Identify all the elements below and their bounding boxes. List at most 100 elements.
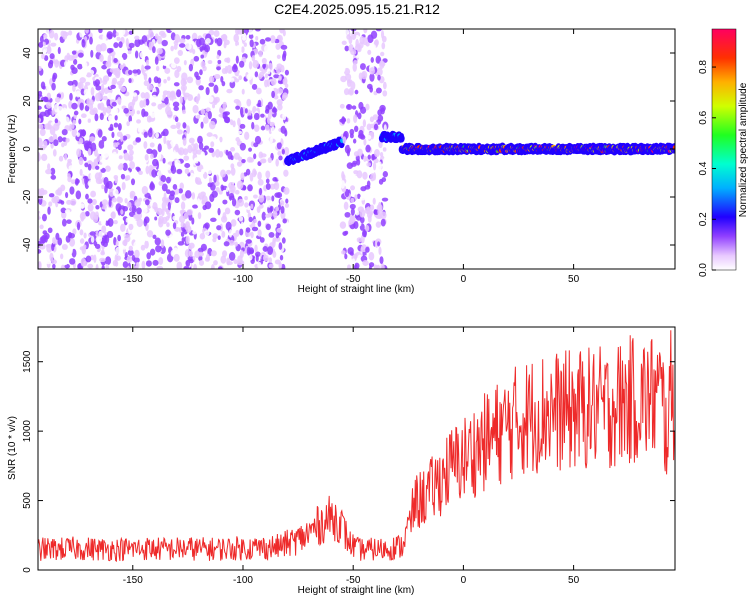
heatmap-cell [356, 170, 363, 179]
heatmap-cell [78, 118, 82, 125]
heatmap-cell [124, 170, 130, 176]
heatmap-cell [363, 29, 368, 34]
heatmap-cell [48, 215, 54, 221]
heatmap-cell [265, 178, 270, 184]
heatmap-cell [151, 169, 157, 178]
heatmap-cell [63, 116, 70, 126]
heatmap-cell [228, 181, 235, 189]
heatmap-cell [282, 111, 287, 121]
heatmap-cell [61, 128, 68, 136]
heatmap-cell [247, 109, 252, 118]
heatmap-cell [85, 72, 92, 78]
heatmap-cell [48, 193, 55, 198]
heatmap-cell [83, 232, 87, 239]
x-tick-label: -100 [233, 575, 253, 586]
heatmap-cell [154, 56, 159, 65]
heatmap-cell [270, 78, 277, 86]
heatmap-cell [68, 30, 73, 36]
heatmap-cell [47, 43, 51, 52]
heatmap-cell [152, 158, 159, 167]
heatmap-cell [245, 239, 252, 244]
heatmap-cell [257, 99, 262, 107]
heatmap-cell [205, 37, 211, 44]
heatmap-cell [89, 211, 96, 221]
heatmap-cell [50, 174, 57, 180]
colorbar-gradient [711, 28, 737, 271]
heatmap-cell [180, 231, 185, 237]
heatmap-cell [106, 31, 113, 40]
heatmap-cell [54, 32, 59, 41]
heatmap-cell [244, 139, 250, 146]
heatmap-cell [185, 42, 192, 51]
heatmap-cell [354, 194, 358, 200]
heatmap-cell [266, 68, 271, 75]
heatmap-cell [79, 29, 84, 38]
heatmap-cell [179, 38, 186, 44]
heatmap-cell [357, 112, 362, 120]
heatmap-cell [83, 68, 88, 76]
heatmap-cell [64, 153, 68, 161]
heatmap-cell [120, 223, 126, 233]
heatmap-cell [211, 264, 215, 269]
heatmap-cell [268, 231, 275, 238]
heatmap-cell [274, 236, 281, 242]
heatmap-cell [244, 195, 248, 201]
heatmap-cell [354, 125, 359, 133]
heatmap-cell [140, 177, 145, 185]
heatmap-cell [54, 103, 59, 113]
heatmap-cell [120, 173, 126, 180]
heatmap-cell [209, 136, 217, 142]
heatmap-cell [257, 244, 265, 254]
heatmap-cell [361, 72, 366, 78]
heatmap-cell [174, 197, 180, 204]
heatmap-cell [65, 137, 70, 143]
heatmap-cell [204, 44, 211, 53]
x-tick-label: 0 [461, 575, 467, 586]
heatmap-cell [126, 255, 133, 263]
heatmap-cell [126, 201, 132, 208]
heatmap-cell [216, 54, 220, 60]
heatmap-cell [96, 153, 101, 162]
heatmap-cell [100, 217, 106, 226]
y-tick-label: -20 [22, 189, 33, 204]
heatmap-cell [276, 63, 283, 69]
heatmap-cell [122, 162, 128, 171]
heatmap-cell [359, 63, 366, 70]
heatmap-cell [211, 103, 216, 109]
heatmap-cell [188, 63, 194, 72]
heatmap-cell [344, 45, 350, 52]
heatmap-cell [165, 263, 171, 269]
heatmap-cell [221, 230, 226, 238]
heatmap-cell [121, 181, 126, 191]
heatmap-cell [78, 203, 86, 209]
heatmap-cell [145, 260, 152, 267]
heatmap-cell [256, 206, 261, 214]
heatmap-cell [89, 109, 97, 116]
heatmap-cell [261, 57, 267, 65]
heatmap-cell [173, 253, 180, 262]
heatmap-cell [208, 177, 212, 184]
heatmap-cell [192, 148, 198, 155]
heatmap-cell [382, 81, 387, 90]
heatmap-cell [365, 134, 372, 140]
heatmap-cell [39, 111, 47, 117]
heatmap-cell [106, 105, 112, 114]
heatmap-cell [86, 224, 91, 230]
heatmap-cell [78, 137, 84, 145]
heatmap-cell [195, 149, 203, 155]
heatmap-cell [61, 142, 65, 148]
heatmap-cell [213, 97, 218, 106]
heatmap-cell [356, 237, 362, 243]
heatmap-cell [126, 121, 130, 127]
heatmap-cell [165, 229, 171, 236]
heatmap-cell [165, 189, 171, 195]
heatmap-cell [130, 36, 136, 43]
heatmap-cell [200, 54, 205, 59]
heatmap-cell [372, 197, 376, 205]
heatmap-cell [118, 83, 122, 90]
heatmap-cell [95, 85, 102, 91]
heatmap-cell [146, 83, 154, 91]
heatmap-cell [84, 175, 88, 185]
heatmap-cell [267, 212, 273, 218]
heatmap-cell [117, 234, 121, 242]
